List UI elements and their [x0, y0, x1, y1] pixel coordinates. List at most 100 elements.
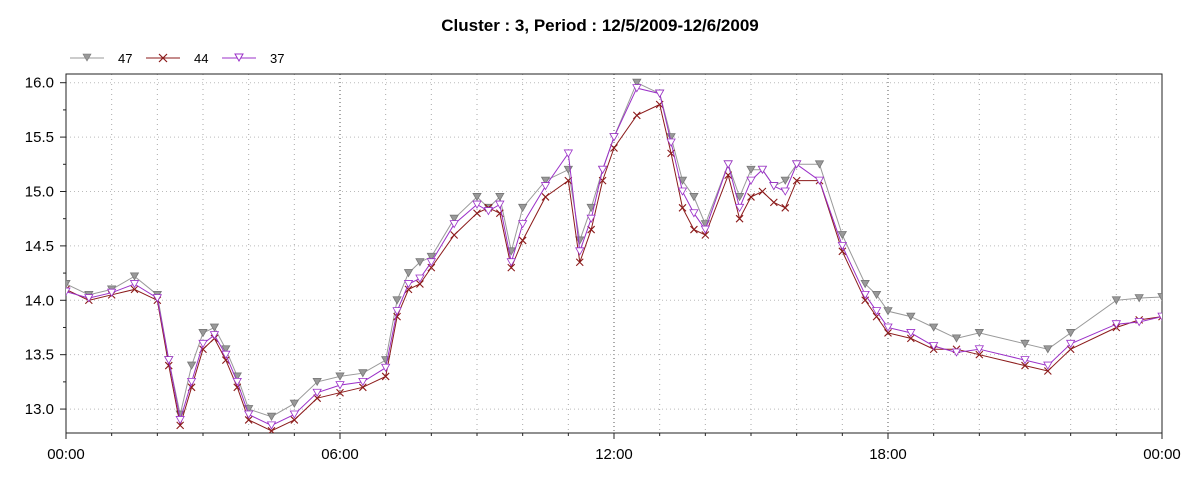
y-tick-label: 15.5 — [25, 129, 54, 146]
data-point — [575, 247, 585, 256]
series-lines — [66, 78, 1162, 433]
data-point — [1020, 339, 1030, 349]
chart-title: Cluster : 3, Period : 12/5/2009-12/6/200… — [441, 16, 759, 35]
data-point — [129, 272, 140, 281]
legend-label-47: 47 — [118, 51, 132, 66]
data-point — [415, 274, 425, 283]
data-point — [540, 182, 551, 191]
data-point — [1134, 318, 1144, 327]
data-point — [175, 416, 185, 425]
data-point — [860, 290, 870, 300]
data-point — [426, 252, 437, 262]
data-point — [209, 331, 220, 340]
data-point — [906, 329, 916, 338]
data-point — [928, 342, 939, 351]
data-point — [392, 307, 402, 316]
series-37 — [66, 84, 1162, 430]
data-point — [632, 84, 642, 93]
data-point — [586, 214, 596, 223]
data-point — [814, 160, 825, 169]
data-point — [507, 263, 516, 272]
data-point — [1043, 345, 1053, 354]
data-point — [450, 231, 459, 239]
data-point — [769, 198, 778, 207]
data-point — [734, 193, 745, 202]
x-tick-label: 12:00 — [595, 446, 633, 463]
data-point — [1065, 339, 1076, 349]
data-point — [266, 412, 277, 421]
data-point — [1043, 367, 1052, 375]
data-point — [403, 269, 414, 278]
data-point — [393, 312, 401, 321]
data-point — [678, 203, 687, 212]
data-point — [689, 209, 699, 218]
data-point — [358, 383, 367, 392]
legend-marker-44 — [158, 53, 168, 63]
data-point — [951, 334, 962, 343]
data-point — [289, 410, 300, 419]
series-line-44 — [66, 103, 1162, 432]
data-point — [517, 220, 528, 229]
data-point — [780, 187, 790, 196]
data-point — [221, 356, 230, 365]
data-point — [701, 231, 710, 239]
data-point — [1157, 293, 1162, 302]
data-point — [243, 410, 254, 419]
data-point — [769, 182, 779, 191]
data-point — [403, 280, 414, 289]
data-point — [152, 294, 163, 303]
data-point — [198, 329, 208, 338]
data-point — [677, 176, 688, 185]
y-tick-label: 16.0 — [25, 75, 54, 92]
data-point — [473, 209, 481, 218]
y-tick-label: 15.0 — [25, 183, 54, 200]
data-point — [700, 225, 711, 234]
data-point — [472, 193, 482, 202]
data-point — [1020, 356, 1030, 365]
y-tick-label: 14.0 — [25, 292, 54, 309]
data-point — [517, 203, 528, 213]
data-point — [186, 377, 197, 387]
data-point — [781, 203, 790, 212]
data-point — [244, 416, 253, 424]
data-point — [221, 350, 231, 359]
data-point — [1111, 296, 1122, 305]
data-point — [587, 225, 596, 234]
data-point — [563, 165, 574, 175]
data-point — [129, 280, 140, 289]
data-point — [518, 236, 527, 245]
data-point — [483, 207, 494, 216]
data-point — [575, 258, 584, 267]
data-point — [837, 241, 848, 251]
data-point — [381, 372, 390, 381]
data-point — [290, 416, 299, 424]
data-point — [734, 203, 745, 213]
data-point — [1021, 361, 1029, 370]
data-point — [392, 296, 402, 305]
data-point — [575, 236, 585, 245]
data-point — [266, 421, 277, 430]
data-point — [506, 258, 516, 267]
data-point — [449, 214, 459, 223]
data-point — [358, 369, 368, 378]
data-point — [689, 193, 699, 202]
data-point — [884, 329, 892, 337]
data-point — [541, 193, 550, 201]
plot-frame — [65, 73, 1163, 434]
data-point — [313, 394, 322, 403]
data-point — [746, 176, 756, 185]
legend-marker-37 — [234, 53, 244, 63]
legend: 47 44 37 — [70, 51, 284, 66]
data-point — [66, 280, 71, 289]
data-point — [336, 388, 344, 397]
data-point — [883, 323, 893, 332]
data-point — [404, 285, 413, 294]
data-point — [1111, 320, 1122, 329]
data-point — [164, 361, 173, 370]
data-point — [564, 176, 573, 185]
data-point — [232, 377, 242, 387]
data-point — [495, 193, 505, 202]
data-point — [838, 247, 847, 256]
data-point — [267, 426, 276, 433]
